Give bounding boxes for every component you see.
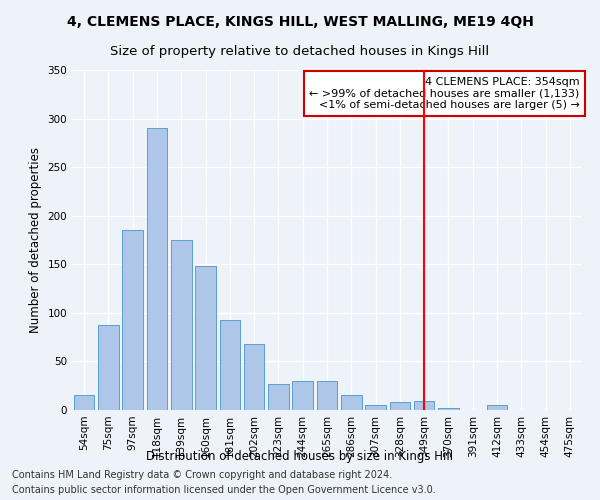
Bar — [317, 381, 337, 410]
Bar — [414, 402, 434, 410]
Bar — [195, 266, 216, 410]
Bar — [487, 405, 508, 410]
Text: 4, CLEMENS PLACE, KINGS HILL, WEST MALLING, ME19 4QH: 4, CLEMENS PLACE, KINGS HILL, WEST MALLI… — [67, 15, 533, 29]
Bar — [244, 344, 265, 410]
Text: Contains HM Land Registry data © Crown copyright and database right 2024.: Contains HM Land Registry data © Crown c… — [12, 470, 392, 480]
Bar — [365, 405, 386, 410]
Bar — [146, 128, 167, 410]
Bar — [341, 396, 362, 410]
Bar — [268, 384, 289, 410]
Bar — [438, 408, 459, 410]
Bar — [171, 240, 191, 410]
Bar — [74, 396, 94, 410]
Text: Size of property relative to detached houses in Kings Hill: Size of property relative to detached ho… — [110, 45, 490, 58]
Bar — [98, 326, 119, 410]
Text: Contains public sector information licensed under the Open Government Licence v3: Contains public sector information licen… — [12, 485, 436, 495]
Text: 4 CLEMENS PLACE: 354sqm
← >99% of detached houses are smaller (1,133)
<1% of sem: 4 CLEMENS PLACE: 354sqm ← >99% of detach… — [309, 77, 580, 110]
Y-axis label: Number of detached properties: Number of detached properties — [29, 147, 42, 333]
Bar — [122, 230, 143, 410]
Text: Distribution of detached houses by size in Kings Hill: Distribution of detached houses by size … — [146, 450, 454, 463]
Bar — [220, 320, 240, 410]
Bar — [292, 381, 313, 410]
Bar — [389, 402, 410, 410]
